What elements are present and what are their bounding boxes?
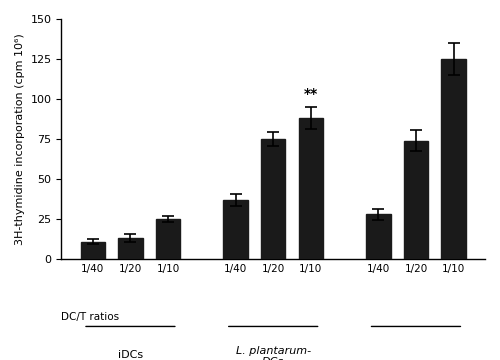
Bar [298,118,323,259]
Bar [442,59,466,259]
Bar [366,214,390,259]
Bar [261,139,285,259]
Bar [404,141,428,259]
Bar [156,219,180,259]
Text: iDCs: iDCs [118,351,143,360]
Bar [118,238,142,259]
Text: L. plantarum-
DCs: L. plantarum- DCs [236,346,311,360]
Bar [224,200,248,259]
Y-axis label: 3H-thymidine incorporation (cpm 10⁶): 3H-thymidine incorporation (cpm 10⁶) [15,33,25,245]
Bar [80,242,105,259]
Text: DC/T ratios: DC/T ratios [61,312,119,322]
Text: L. plantarum-
DCs: L. plantarum- DCs [0,359,1,360]
Text: **: ** [304,87,318,101]
